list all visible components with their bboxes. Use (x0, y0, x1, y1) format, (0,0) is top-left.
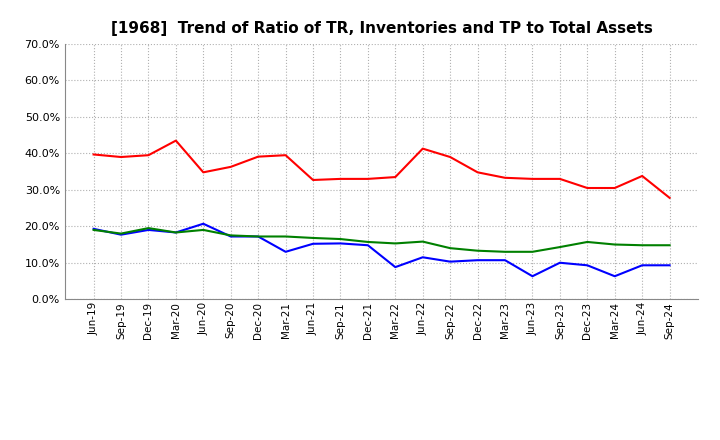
Trade Receivables (117, 154, 125, 160)
Trade Receivables (500, 175, 509, 180)
Inventories (282, 249, 290, 254)
Trade Payables (473, 248, 482, 253)
Trade Receivables (446, 154, 454, 160)
Trade Receivables (665, 195, 674, 201)
Trade Receivables (226, 164, 235, 169)
Trade Receivables (473, 170, 482, 175)
Trade Payables (611, 242, 619, 247)
Trade Receivables (391, 174, 400, 180)
Trade Payables (254, 234, 263, 239)
Trade Payables (364, 239, 372, 245)
Trade Payables (117, 231, 125, 236)
Trade Payables (583, 239, 592, 245)
Trade Receivables (611, 185, 619, 191)
Line: Inventories: Inventories (94, 224, 670, 276)
Inventories (336, 241, 345, 246)
Trade Receivables (583, 185, 592, 191)
Trade Receivables (364, 176, 372, 182)
Inventories (500, 257, 509, 263)
Inventories (583, 263, 592, 268)
Inventories (144, 227, 153, 233)
Trade Receivables (418, 146, 427, 151)
Inventories (199, 221, 207, 226)
Trade Payables (500, 249, 509, 254)
Inventories (638, 263, 647, 268)
Trade Payables (638, 242, 647, 248)
Trade Receivables (254, 154, 263, 159)
Inventories (364, 242, 372, 248)
Trade Payables (144, 225, 153, 231)
Trade Payables (446, 246, 454, 251)
Trade Receivables (528, 176, 537, 182)
Trade Payables (418, 239, 427, 244)
Trade Payables (171, 230, 180, 235)
Trade Payables (199, 227, 207, 233)
Trade Payables (282, 234, 290, 239)
Inventories (446, 259, 454, 264)
Trade Receivables (144, 153, 153, 158)
Inventories (171, 230, 180, 235)
Inventories (309, 241, 318, 246)
Inventories (254, 234, 263, 239)
Inventories (226, 234, 235, 239)
Trade Receivables (336, 176, 345, 182)
Trade Payables (556, 245, 564, 250)
Inventories (418, 255, 427, 260)
Trade Payables (528, 249, 537, 254)
Trade Payables (665, 242, 674, 248)
Inventories (89, 226, 98, 231)
Trade Payables (89, 227, 98, 233)
Trade Receivables (171, 138, 180, 143)
Trade Receivables (309, 177, 318, 183)
Line: Trade Receivables: Trade Receivables (94, 141, 670, 198)
Trade Payables (391, 241, 400, 246)
Line: Trade Payables: Trade Payables (94, 228, 670, 252)
Trade Receivables (282, 153, 290, 158)
Inventories (391, 264, 400, 270)
Trade Receivables (89, 152, 98, 157)
Trade Payables (336, 236, 345, 242)
Trade Receivables (638, 173, 647, 179)
Inventories (556, 260, 564, 265)
Trade Receivables (556, 176, 564, 182)
Inventories (611, 274, 619, 279)
Inventories (117, 232, 125, 237)
Trade Payables (309, 235, 318, 241)
Trade Payables (226, 233, 235, 238)
Inventories (473, 257, 482, 263)
Trade Receivables (199, 170, 207, 175)
Title: [1968]  Trend of Ratio of TR, Inventories and TP to Total Assets: [1968] Trend of Ratio of TR, Inventories… (111, 21, 652, 36)
Inventories (665, 263, 674, 268)
Inventories (528, 274, 537, 279)
Legend: Trade Receivables, Inventories, Trade Payables: Trade Receivables, Inventories, Trade Pa… (157, 438, 606, 440)
